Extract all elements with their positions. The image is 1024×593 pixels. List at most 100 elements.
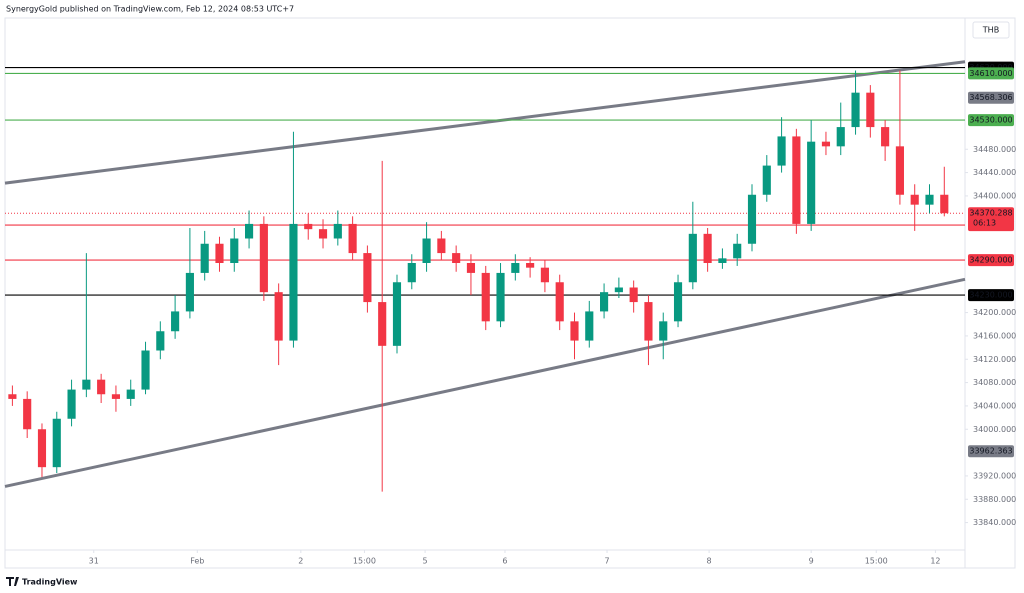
candle-body [940, 194, 949, 214]
candle-body [111, 394, 121, 399]
x-tick-label: 7 [604, 557, 609, 566]
x-tick-label: 12 [930, 557, 940, 566]
candle-body [452, 253, 461, 263]
last-price-box [968, 207, 1014, 230]
candle-body [777, 136, 786, 166]
level-label: 34530.000 [969, 116, 1012, 125]
level-box [968, 67, 1014, 80]
candle-body [496, 272, 505, 322]
candle-body [82, 379, 91, 390]
candle-body [52, 418, 61, 468]
price-tag-label: 34568.306 [969, 93, 1012, 102]
candle-body [526, 263, 535, 268]
candle-body [895, 146, 904, 195]
candle-body [200, 243, 209, 273]
candle-body [762, 165, 771, 195]
y-tick-label: 33880.000 [973, 495, 1016, 504]
candle-body [555, 282, 564, 322]
candle-body [673, 282, 683, 322]
candle-body [126, 389, 135, 399]
level-label: 34290.000 [969, 256, 1012, 265]
price-tag-box [968, 91, 1014, 104]
candle-body [156, 331, 165, 351]
x-tick-label: 5 [423, 557, 428, 566]
candle-body [289, 223, 298, 341]
y-tick-label: 34000.000 [973, 425, 1016, 434]
trendline [4, 277, 966, 488]
trendline [4, 60, 966, 185]
candle-body [348, 223, 357, 254]
candle-body [245, 223, 254, 239]
candle-body [851, 92, 860, 128]
level-box [968, 254, 1014, 267]
candle-body [8, 394, 17, 399]
candle-body [185, 272, 194, 312]
candle-body [215, 243, 224, 263]
y-tick-label: 33840.000 [973, 518, 1016, 527]
candle-body [733, 243, 742, 259]
x-tick-label: 8 [707, 557, 712, 566]
candle-body [747, 194, 757, 244]
candle-body [821, 141, 831, 147]
candle-body [614, 287, 623, 293]
currency-box [972, 21, 1010, 39]
y-tick-label: 34080.000 [973, 378, 1016, 387]
level-box [968, 289, 1014, 302]
level-box [968, 114, 1014, 127]
candle-body [511, 263, 520, 273]
candle-body [171, 311, 180, 332]
level-label: 34230.000 [969, 291, 1012, 300]
price-tag-box [968, 445, 1014, 458]
candle-body [259, 223, 268, 293]
y-tick-label: 34040.000 [973, 401, 1016, 410]
footer: TradingView [22, 578, 78, 587]
y-tick-label: 34440.000 [973, 168, 1016, 177]
y-tick-label: 34120.000 [973, 355, 1016, 364]
candle-body [881, 127, 890, 147]
header: SynergyGold published on TradingView.com… [6, 5, 294, 14]
candle-body [437, 238, 446, 254]
candle-body [925, 194, 934, 205]
candle-body [407, 263, 416, 283]
candle-body [644, 302, 653, 341]
candle-body [585, 311, 594, 341]
candle-body [67, 389, 76, 419]
x-tick-label: 31 [89, 557, 99, 566]
candle-body [866, 92, 875, 128]
y-tick-label: 34200.000 [973, 308, 1016, 317]
x-tick-label: 15:00 [353, 557, 376, 566]
x-tick-label: 9 [809, 557, 814, 566]
last-price-label: 34370.288 [969, 209, 1012, 218]
candle-body [141, 350, 150, 390]
candle-body [97, 379, 106, 395]
candle-body [688, 233, 697, 283]
candle-body [466, 263, 476, 273]
candle-body [37, 429, 47, 468]
x-tick-label: Feb [190, 557, 204, 566]
x-tick-label: 6 [502, 557, 507, 566]
candle-body [304, 223, 313, 230]
candle-body [659, 321, 668, 341]
candle-body [333, 223, 342, 239]
candle-body [629, 287, 638, 303]
price-tag-label: 33962.363 [969, 447, 1012, 456]
candle-body [274, 292, 283, 341]
candle-body [318, 229, 328, 239]
candle-body [422, 238, 431, 263]
candle-body [703, 233, 712, 263]
candle-body [718, 258, 727, 263]
candle-body [540, 267, 549, 283]
y-tick-label: 34160.000 [973, 331, 1016, 340]
countdown: 06:13 [973, 219, 996, 228]
candle-body [378, 302, 387, 346]
currency: THB [982, 26, 999, 35]
candle-body [792, 136, 801, 224]
x-tick-label: 15:00 [865, 557, 888, 566]
candle-body [910, 194, 919, 205]
candle-body [481, 272, 490, 322]
candle-body [392, 282, 402, 346]
candle-body [600, 292, 609, 312]
candle-body [230, 238, 239, 263]
